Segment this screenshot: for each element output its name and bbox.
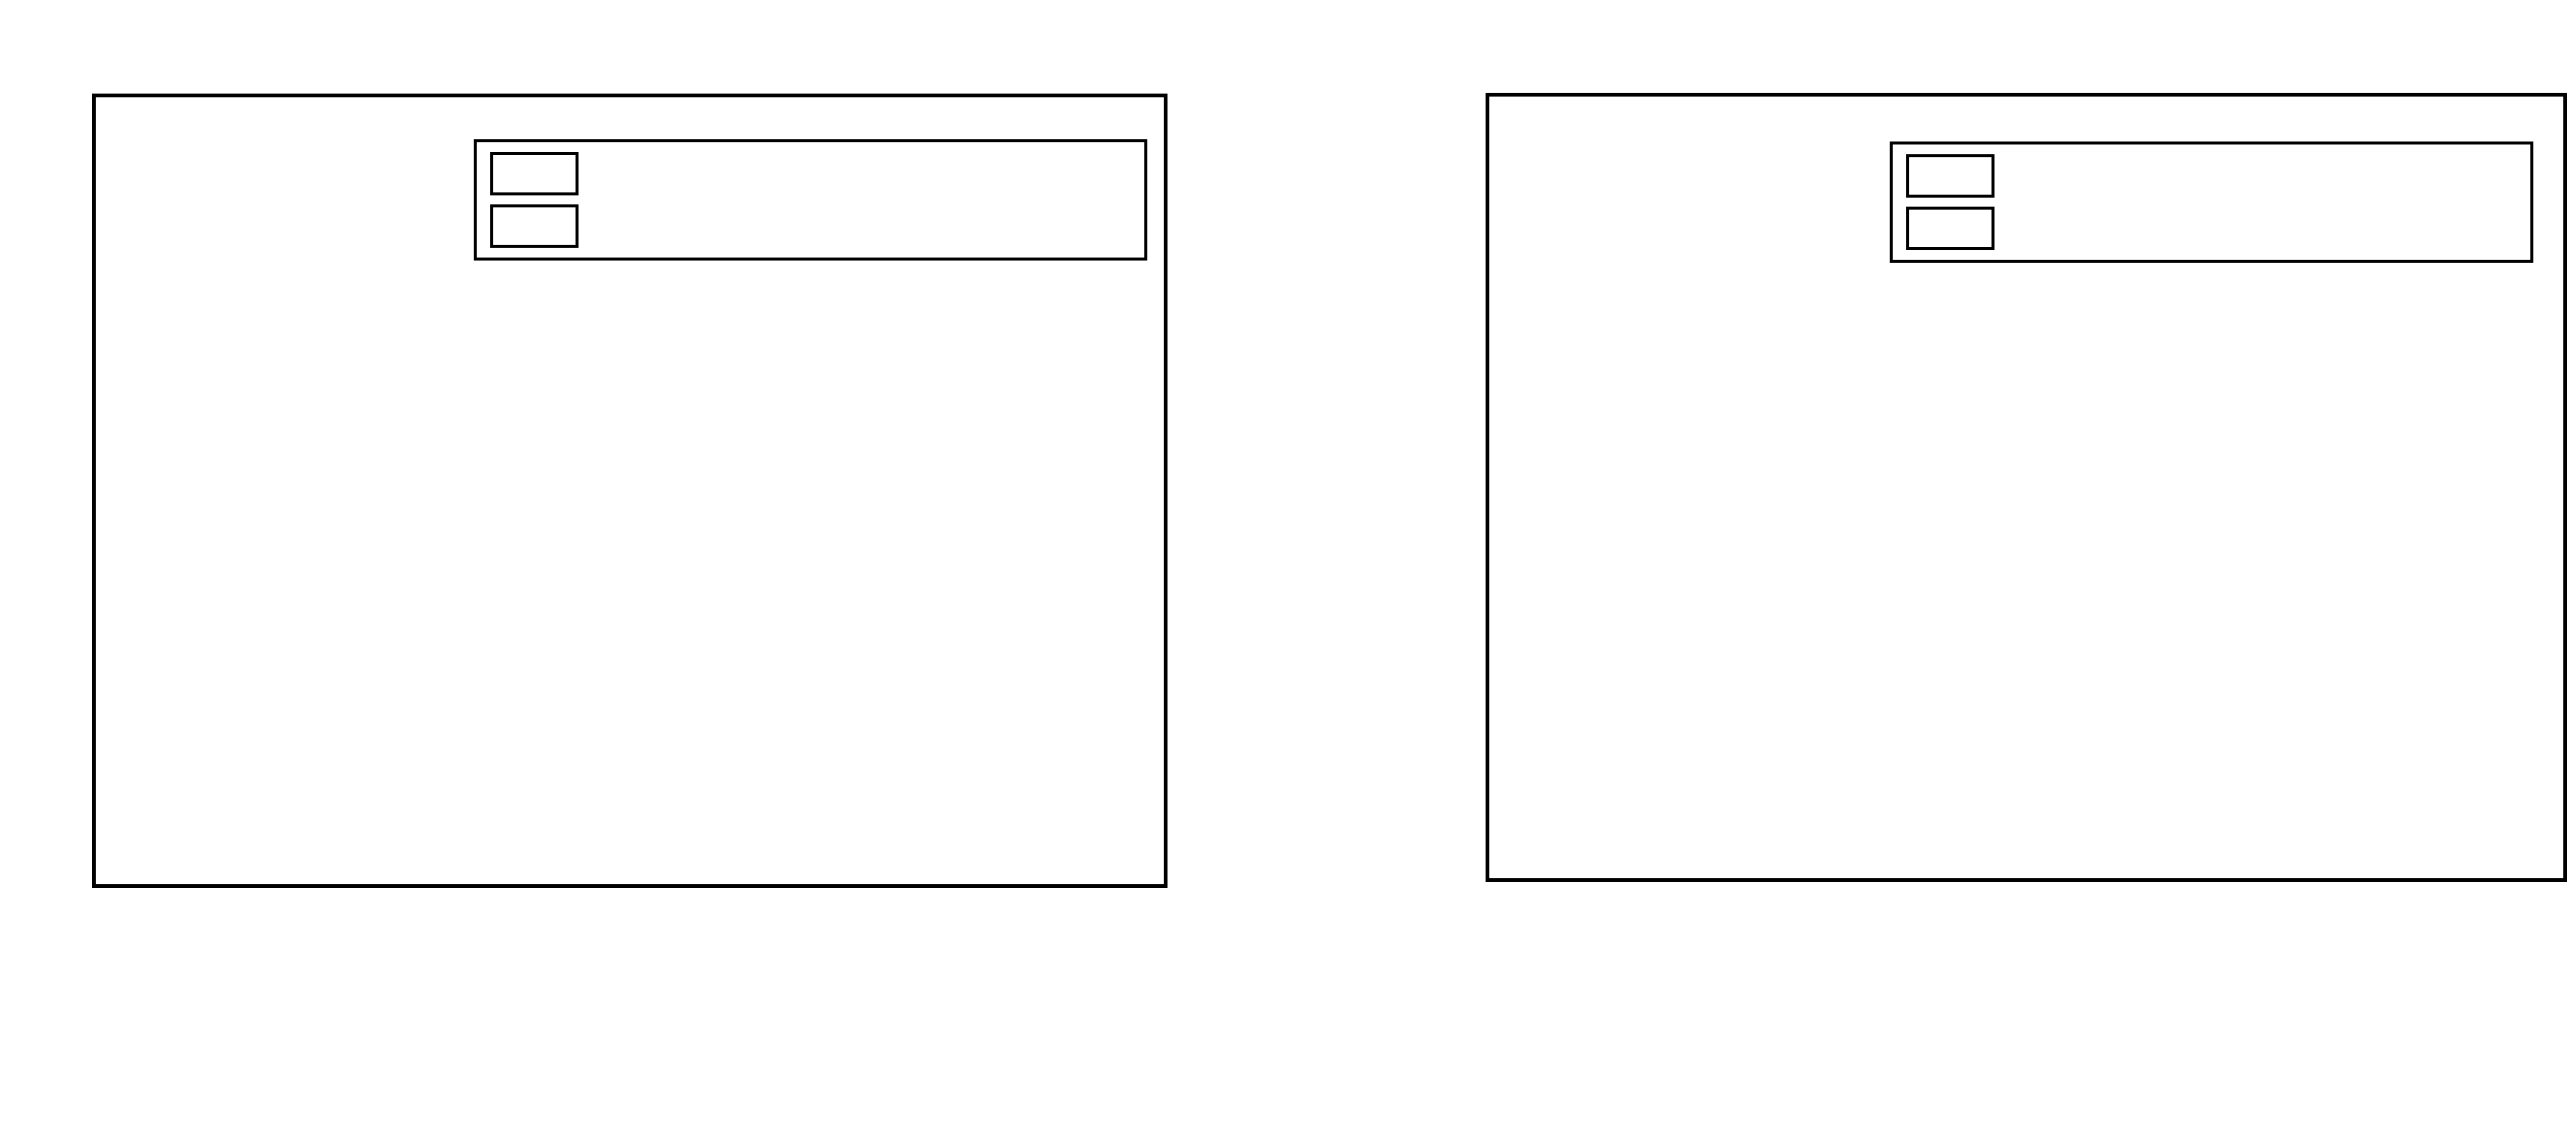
legend-item-proposed: [1906, 153, 2530, 198]
legend-swatch-red: [1906, 153, 1994, 198]
legend-item-mrg: [1906, 207, 2530, 251]
legend-b: [1890, 141, 2533, 263]
legend-item-mrg: [490, 204, 1144, 249]
plot-area-a: [92, 94, 1168, 888]
legend-swatch-orange: [490, 204, 579, 249]
legend-swatch-orange: [1906, 207, 1994, 251]
legend-item-proposed: [490, 151, 1144, 195]
legend-a: [474, 139, 1147, 261]
plot-area-b: [1486, 93, 2567, 882]
legend-swatch-red: [490, 151, 579, 195]
